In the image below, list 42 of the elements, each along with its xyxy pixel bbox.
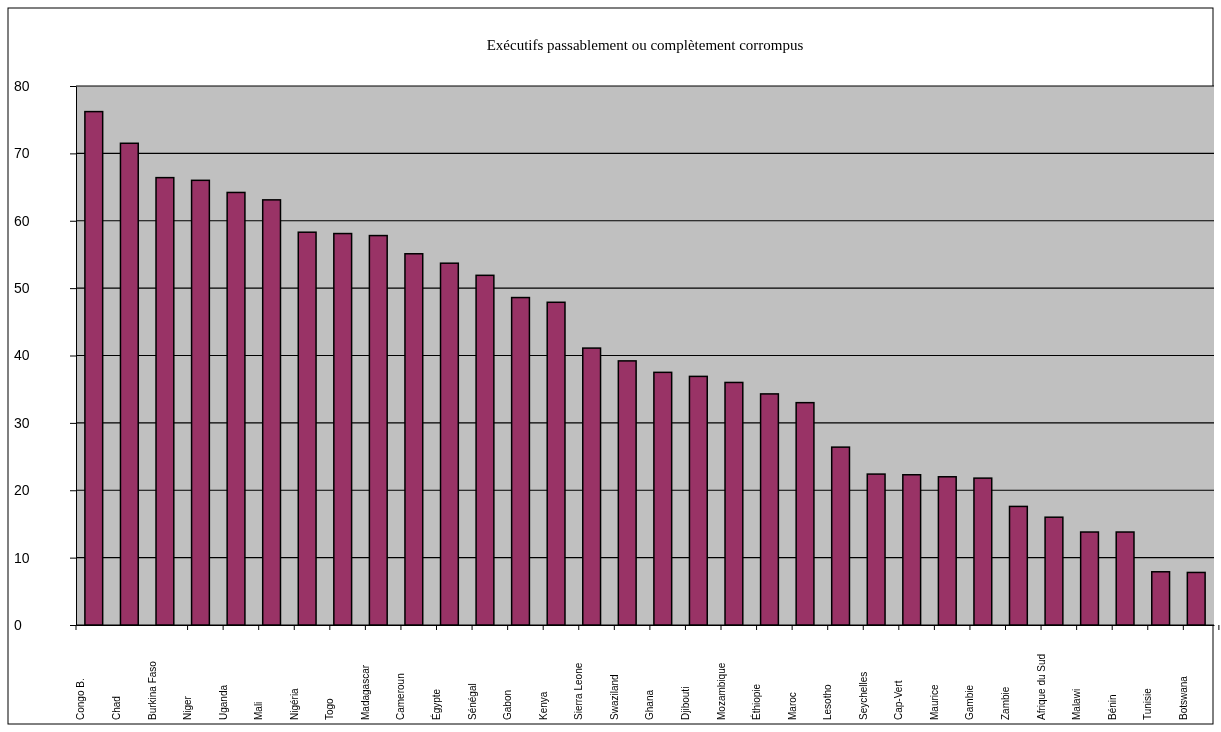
x-tick-label: Togo bbox=[324, 697, 336, 720]
x-tick-label: Afrique du Sud bbox=[1035, 653, 1047, 720]
y-tick-label: 50 bbox=[14, 280, 30, 297]
x-tick-label: Burkina Faso bbox=[146, 660, 158, 720]
x-tick-label: Chad bbox=[110, 696, 122, 720]
x-tick-label: Maurice bbox=[928, 684, 940, 720]
y-tick-label: 20 bbox=[14, 482, 30, 499]
x-tick-label: Tunisie bbox=[1142, 687, 1154, 720]
x-tick-label: Lesotho bbox=[822, 683, 834, 720]
y-tick-label: 30 bbox=[14, 414, 30, 431]
x-tick-label: Kenya bbox=[537, 691, 549, 720]
chart-title: Exécutifs passablement ou complètement corrompus bbox=[486, 37, 804, 53]
y-tick-label: 60 bbox=[14, 212, 30, 229]
x-tick-label: Seychelles bbox=[857, 671, 869, 720]
x-tick-label: Sierra Leone bbox=[573, 662, 585, 720]
x-tick-label: Cap-Vert bbox=[893, 680, 905, 720]
x-tick-label: Sénégal bbox=[466, 683, 478, 720]
x-tick-label: Zambie bbox=[1000, 686, 1012, 720]
x-tick-label: Congo B. bbox=[75, 678, 87, 720]
y-tick-label: 0 bbox=[14, 616, 22, 633]
x-tick-label: Niger bbox=[182, 695, 194, 720]
x-tick-label: Mali bbox=[253, 701, 265, 720]
x-tick-label: Malawi bbox=[1071, 688, 1083, 720]
x-tick-label: Botswana bbox=[1177, 675, 1189, 720]
x-tick-label: Djibouti bbox=[679, 686, 691, 720]
x-tick-label: Swaziland bbox=[608, 674, 620, 720]
x-tick-label: Gambie bbox=[964, 684, 976, 720]
y-tick-label: 40 bbox=[14, 347, 30, 364]
x-tick-label: Cameroun bbox=[395, 673, 407, 720]
y-tick-label: 70 bbox=[14, 145, 30, 162]
x-tick-label: Uganda bbox=[217, 684, 229, 720]
x-tick-label: Nigéria bbox=[288, 687, 300, 720]
x-tick-label: Ghana bbox=[644, 689, 656, 720]
x-tick-label: Mozambique bbox=[715, 662, 727, 720]
x-tick-label: Madagascar bbox=[359, 664, 371, 720]
x-tick-label: Maroc bbox=[786, 692, 798, 720]
x-tick-label: Éthiopie bbox=[750, 683, 763, 720]
x-tick-label: Bénin bbox=[1106, 694, 1118, 720]
x-tick-label: Gabon bbox=[502, 689, 514, 720]
y-tick-label: 80 bbox=[14, 77, 30, 94]
x-tick-label: Égypte bbox=[430, 688, 443, 720]
y-tick-label: 10 bbox=[14, 549, 30, 566]
